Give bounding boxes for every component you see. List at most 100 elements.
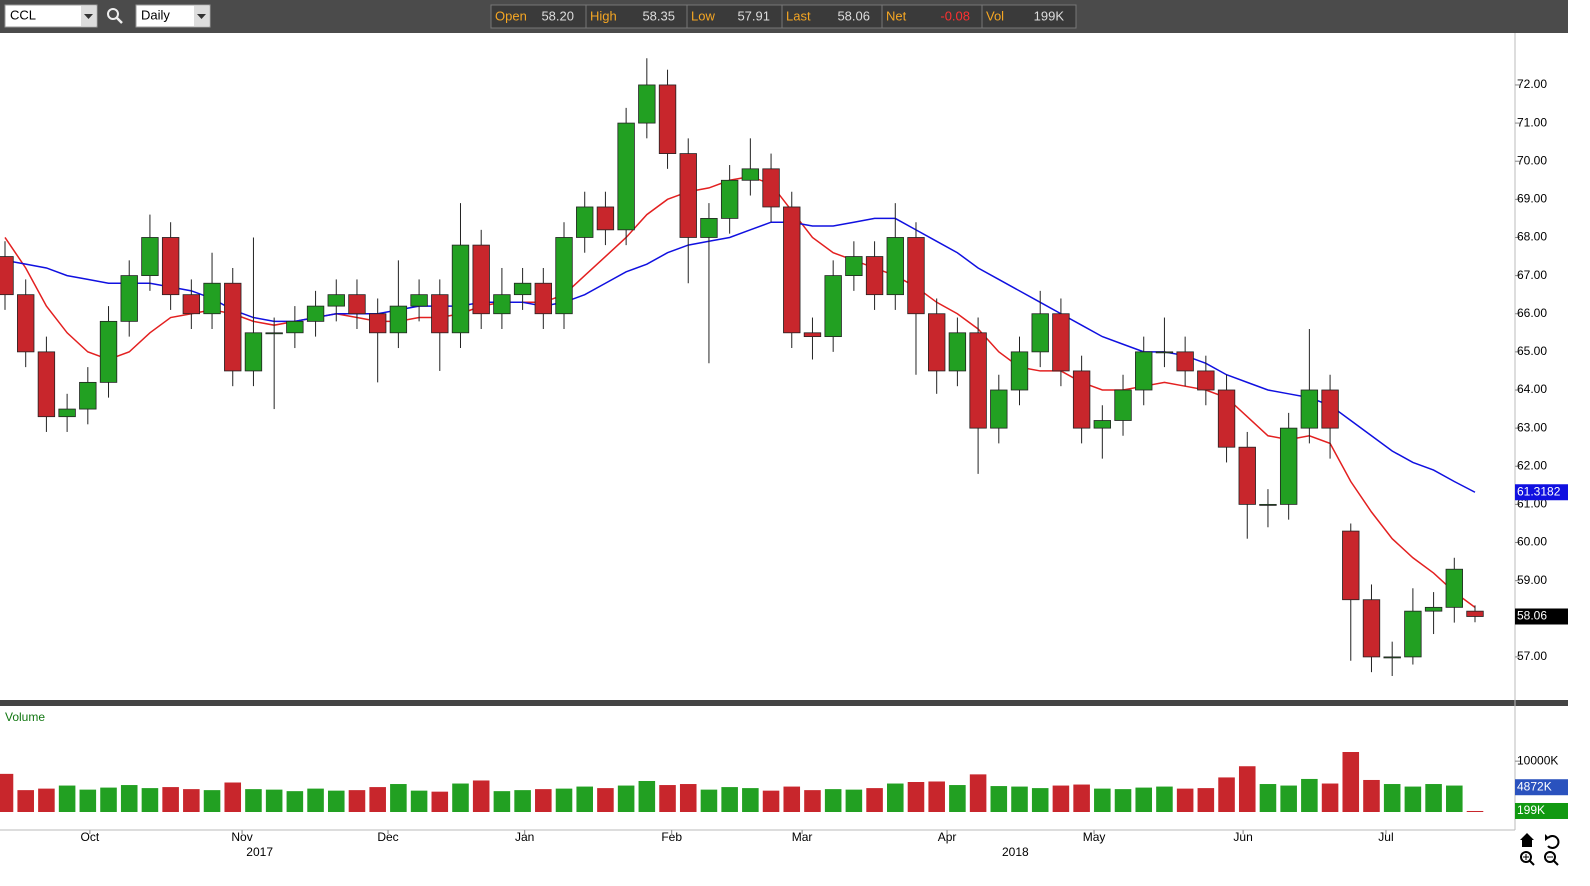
volume-label: Volume [5,710,45,724]
volume-bar [1301,778,1318,812]
quote-value: 199K [1034,8,1065,23]
volume-bar [1446,785,1463,812]
zoom-out-icon[interactable] [1544,851,1559,866]
candle-body [638,84,656,124]
candle-body [824,275,842,338]
search-icon[interactable] [107,8,123,24]
candle-body [1176,351,1194,372]
volume-bar [1052,785,1070,812]
volume-bar [783,786,801,812]
x-tick-label: Feb [661,830,682,844]
candle-body [1259,503,1277,506]
candle-body [58,408,76,418]
candle-body [679,153,697,238]
quote-value: -0.08 [940,8,970,23]
candle-body [845,256,863,277]
volume-bar [17,790,34,812]
volume-bar [535,789,552,812]
volume-bar [555,788,573,812]
volume-bar [1404,786,1422,812]
candle-body [555,237,573,315]
quote-label: Vol [986,8,1004,23]
volume-bar [183,789,200,812]
symbol: CCL [10,7,36,22]
volume-bar [0,773,14,812]
volume-bar [58,785,76,812]
volume-bar [1425,784,1442,812]
candle-body [203,282,221,315]
volume-tag [1515,802,1568,819]
volume-bar [887,783,904,812]
y-tick-label: 68.00 [1517,230,1547,244]
candle-body [244,332,263,372]
home-icon[interactable] [1520,833,1534,847]
volume-bar [804,790,821,812]
candle-body [37,351,56,418]
volume-bar [203,790,221,812]
volume-bar [721,787,738,812]
candle-body [493,294,511,315]
y-tick-label: 71.00 [1517,115,1547,129]
x-tick-label: Dec [377,830,398,844]
candle-body [576,206,594,238]
candle-body [617,122,635,231]
volume-tag [1515,779,1568,796]
price-tag-label: 58.06 [1517,609,1547,623]
candle-body [658,84,677,154]
candle-body [803,332,822,338]
candle-body [907,237,925,315]
interval-input[interactable] [135,4,211,28]
candle-body [1114,389,1132,421]
volume-bar [141,788,159,812]
volume-bar [1156,786,1173,812]
y-tick-label: 70.00 [1517,153,1547,167]
volume-tag-label: 4872K [1517,779,1552,793]
candle-body [306,305,325,322]
volume-bar [638,780,656,812]
volume-bar [1321,783,1339,812]
candle-body [1155,351,1174,354]
x-tick-label: Mar [792,830,813,844]
candle-body [410,294,428,307]
candle-body [1072,370,1091,429]
volume-bar [1176,788,1194,812]
dropdown-arrow [84,14,93,19]
year-label: 2017 [246,845,273,859]
candle-body [1010,351,1029,391]
volume-bar [245,789,262,812]
volume-bar [120,785,138,812]
volume-bar [679,784,697,812]
volume-bar [452,783,469,812]
candle-body [1300,389,1319,429]
quote-label: Open [495,8,527,23]
zoom-in-icon[interactable] [1520,851,1535,866]
candle-body [141,237,159,277]
candle-body [928,313,946,372]
candle-body [182,294,201,315]
volume-bar [907,782,925,812]
candle-body [783,206,801,334]
candle-body [1362,599,1381,658]
y-tick-label: 72.00 [1517,77,1547,91]
candle-body [1404,610,1422,658]
candle-body [1093,420,1112,429]
candle-body [389,305,408,334]
candle-body [0,256,14,296]
y-tick-label: 64.00 [1517,382,1547,396]
volume-bar [1342,752,1360,812]
symbol-input[interactable] [4,4,98,28]
y-tick-label: 59.00 [1517,573,1547,587]
candle-body [1031,313,1049,353]
volume-bar [369,787,386,812]
volume-bar [1073,784,1090,812]
candle-body [327,294,345,307]
candle-body [431,294,449,334]
volume-bar [824,789,842,812]
volume-bar [742,788,759,812]
price-tag-label: 61.3182 [1517,484,1561,498]
undo-icon[interactable] [1545,834,1560,849]
candle-body [1466,610,1484,617]
candle-body [1135,351,1153,391]
